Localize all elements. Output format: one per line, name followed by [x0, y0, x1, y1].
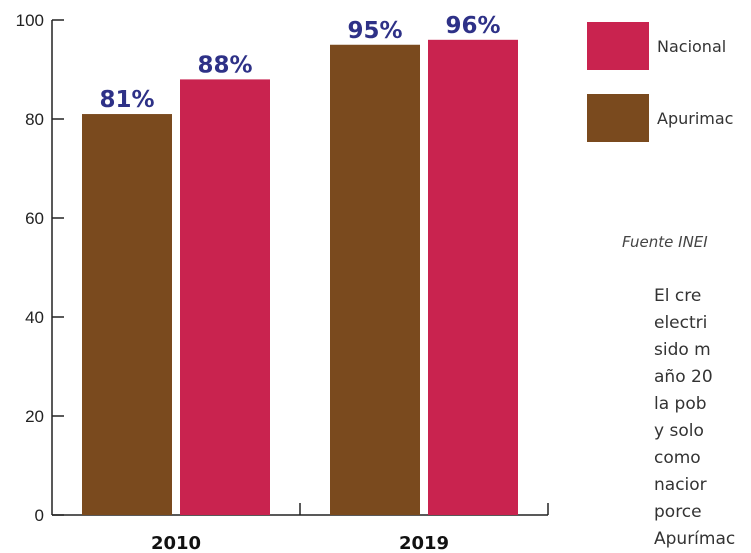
bar-chart: 0 20 40 60 80 100 2010 2019 81% 88% 95% 96% [16, 11, 549, 553]
x-category-label: 2010 [151, 533, 201, 553]
paragraph-line: nacior [654, 475, 707, 495]
bar-nacional-2010 [180, 79, 270, 516]
legend-label-nacional: Nacional [657, 36, 727, 56]
paragraph-line: año 20 [654, 367, 713, 387]
paragraph-line: El cre [654, 286, 702, 306]
y-tick-label: 80 [25, 110, 44, 129]
y-tick-label: 60 [25, 209, 44, 228]
paragraph-line: electri [654, 313, 708, 333]
paragraph-line: Apurímac [654, 529, 736, 549]
data-label-apurimac-2010: 81% [99, 87, 154, 113]
y-tick-label: 0 [35, 506, 44, 525]
legend-swatch-apurimac [587, 94, 649, 142]
x-category-label: 2019 [399, 533, 449, 553]
legend-item-apurimac: Apurimac [587, 94, 733, 142]
chart-bars [82, 39, 518, 516]
legend-label-apurimac: Apurimac [657, 108, 734, 128]
legend-item-nacional: Nacional [587, 22, 726, 70]
paragraph-line: la pob [654, 394, 707, 414]
bar-nacional-2019 [428, 39, 518, 516]
bar-apurimac-2019 [330, 44, 420, 515]
chart-axes: 0 20 40 60 80 100 2010 2019 [16, 11, 549, 553]
y-tick-label: 20 [25, 407, 44, 426]
paragraph-line: porce [654, 502, 702, 522]
y-tick-label: 40 [25, 308, 44, 327]
y-tick-label: 100 [16, 11, 44, 30]
legend-swatch-nacional [587, 22, 649, 70]
source-note: Fuente INEI [622, 233, 708, 251]
paragraph-line: y solo [654, 421, 704, 441]
paragraph-line: sido m [654, 340, 711, 360]
description-paragraph: El cre electri sido m año 20 la pob y so… [654, 283, 751, 553]
data-label-nacional-2010: 88% [197, 52, 252, 78]
data-label-nacional-2019: 96% [445, 13, 500, 39]
paragraph-line: como [654, 448, 701, 468]
bar-apurimac-2010 [82, 114, 172, 516]
chart-data-labels: 81% 88% 95% 96% [99, 13, 500, 113]
data-label-apurimac-2019: 95% [347, 18, 402, 44]
